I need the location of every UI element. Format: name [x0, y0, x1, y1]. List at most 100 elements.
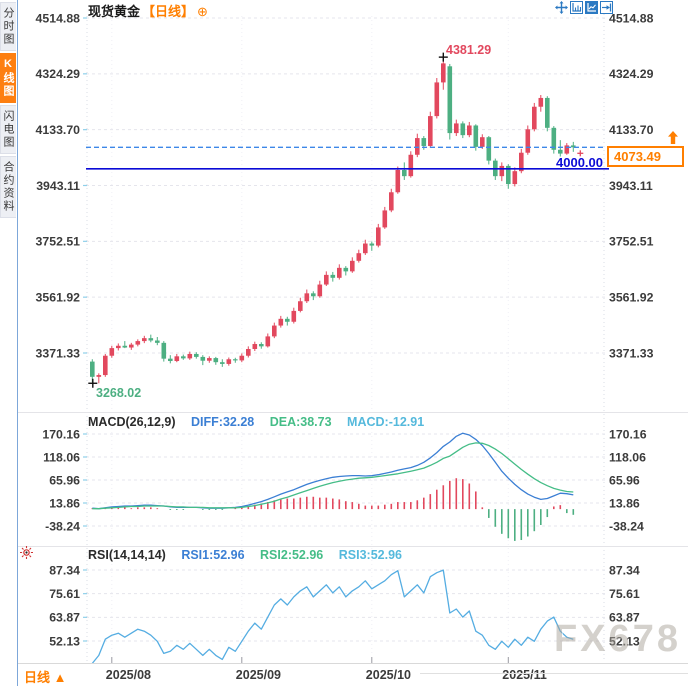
candle	[330, 274, 336, 278]
candle	[239, 355, 245, 361]
low-price-annotation: 3268.02	[96, 386, 142, 400]
symbol-title: 现货黄金	[88, 4, 141, 19]
candle	[389, 192, 394, 211]
candle	[506, 165, 511, 185]
candle	[441, 63, 446, 83]
candle	[90, 361, 95, 377]
x-axis-label: 2025/10	[365, 668, 411, 682]
candle	[343, 267, 349, 272]
candle	[369, 243, 375, 246]
candle	[467, 125, 472, 136]
candle	[252, 344, 258, 349]
candle	[337, 267, 342, 278]
sidebar-tab-lightning-chart[interactable]: 闪电图	[0, 105, 16, 154]
candle	[402, 170, 407, 177]
macd-diff-value: DIFF:32.28	[191, 415, 255, 429]
sidebar: 分时图 K线图闪电图合约资料	[0, 0, 18, 686]
add-indicator-icon[interactable]: ⊕	[197, 4, 208, 19]
candle	[187, 353, 193, 359]
candle	[532, 106, 537, 130]
candle	[512, 171, 518, 185]
candle	[350, 260, 355, 272]
candle	[213, 358, 219, 363]
candle	[564, 145, 570, 154]
y-tick-label: 3561.92	[36, 290, 81, 304]
y-tick-label: 13.86	[609, 496, 640, 510]
period-tag[interactable]: 【日线】	[142, 4, 195, 19]
candle	[545, 97, 550, 128]
x-axis-label: 2025/09	[235, 668, 281, 682]
y-tick-label: 52.13	[49, 634, 80, 648]
macd-params: MACD(26,12,9)	[88, 415, 176, 429]
y-tick-label: 118.06	[43, 450, 80, 464]
candle	[415, 138, 420, 155]
y-tick-label: 63.87	[609, 611, 640, 625]
y-tick-label: 4324.29	[609, 67, 654, 81]
candle	[421, 138, 427, 146]
scrollbar-track[interactable]	[420, 673, 688, 674]
macd-diff-line	[92, 432, 574, 510]
candle	[395, 170, 401, 193]
candle	[324, 274, 329, 285]
candle	[259, 344, 264, 347]
support-line-label: 4000.00	[556, 155, 603, 170]
y-tick-label: 4514.88	[36, 11, 81, 25]
collapse-right-icon[interactable]	[600, 1, 613, 14]
sun-icon[interactable]	[20, 546, 33, 564]
y-tick-label: -38.24	[45, 519, 80, 533]
candle	[408, 154, 414, 177]
sidebar-tab-minute-chart[interactable]: 分时图	[0, 2, 16, 51]
x-axis-label: 2025/11	[502, 668, 547, 682]
candle	[480, 137, 485, 147]
candle	[168, 358, 173, 362]
rsi-line	[91, 569, 574, 664]
rsi3-value: RSI3:52.96	[338, 548, 402, 562]
candle	[317, 284, 323, 297]
candle	[291, 310, 297, 322]
y-tick-label: 87.34	[49, 563, 80, 577]
candle	[226, 359, 232, 364]
y-tick-label: 118.06	[609, 450, 646, 464]
y-tick-label: 170.16	[609, 427, 647, 441]
candle	[376, 227, 381, 246]
candle	[122, 345, 128, 348]
pan-icon[interactable]	[555, 1, 568, 14]
candle	[538, 97, 544, 107]
candle	[142, 338, 147, 342]
candle	[194, 353, 199, 357]
candle	[174, 356, 180, 362]
candle	[135, 341, 141, 345]
y-tick-label: 87.34	[609, 563, 640, 577]
title-bar: 现货黄金 【日线】 ⊕	[88, 1, 208, 20]
candle	[428, 116, 433, 146]
candle	[246, 348, 251, 356]
y-tick-label: 4133.70	[36, 123, 81, 137]
y-tick-label: 52.13	[609, 634, 640, 648]
high-price-annotation: 4381.29	[446, 43, 492, 57]
candle	[382, 210, 388, 228]
candle	[356, 253, 362, 261]
y-tick-label: 3371.33	[36, 346, 81, 360]
candle	[304, 293, 310, 302]
rsi-params: RSI(14,14,14)	[88, 548, 166, 562]
period-selector[interactable]: 日线 ▲	[24, 670, 67, 685]
candle	[96, 375, 102, 377]
bar-chart-icon[interactable]	[585, 1, 598, 14]
candle	[519, 152, 524, 172]
candle	[220, 362, 225, 364]
sidebar-tab-contract-info[interactable]: 合约资料	[0, 156, 16, 218]
y-tick-label: 75.61	[49, 587, 80, 601]
candle	[181, 356, 186, 359]
y-tick-label: 75.61	[609, 587, 640, 601]
candle	[109, 348, 115, 356]
candle	[272, 325, 277, 337]
axis-chart-icon[interactable]	[570, 1, 583, 14]
candle	[571, 145, 576, 148]
last-price-badge: 4073.49	[607, 146, 684, 167]
x-axis-label: 2025/08	[105, 668, 151, 682]
macd-hist-value: MACD:-12.91	[347, 415, 425, 429]
candle	[454, 123, 459, 134]
y-tick-label: 3752.51	[609, 235, 654, 249]
sidebar-tab-kline-chart[interactable]: K线图	[0, 53, 16, 103]
